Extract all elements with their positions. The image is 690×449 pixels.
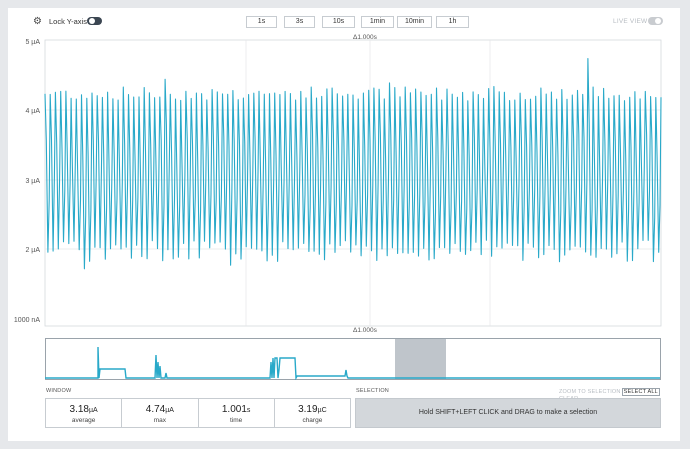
charge-unit: µC bbox=[317, 407, 327, 414]
toggle-knob bbox=[655, 18, 661, 24]
minimap-window-highlight[interactable] bbox=[395, 339, 446, 379]
y-tick-label: 4 µA bbox=[25, 108, 40, 115]
stat-average: 3.18µA average bbox=[46, 399, 123, 427]
overview-minimap[interactable] bbox=[45, 338, 661, 380]
y-tick-label: 5 µA bbox=[25, 39, 40, 46]
stat-max: 4.74µA max bbox=[122, 399, 199, 427]
window-3s-button[interactable]: 3s bbox=[284, 16, 315, 28]
window-10s-button[interactable]: 10s bbox=[322, 16, 355, 28]
charge-label: charge bbox=[302, 417, 323, 424]
y-tick-label: 3 µA bbox=[25, 178, 40, 185]
max-unit: µA bbox=[165, 407, 174, 414]
stat-charge: 3.19µC charge bbox=[275, 399, 350, 427]
gear-icon[interactable]: ⚙ bbox=[33, 16, 42, 27]
toggle-knob bbox=[89, 18, 95, 24]
span-label-bottom: Δ1.000s bbox=[353, 327, 378, 334]
max-value: 4.74 bbox=[145, 404, 166, 415]
time-unit: s bbox=[246, 407, 251, 414]
lock-y-axis-label: Lock Y-axis bbox=[49, 17, 87, 26]
window-stats: 3.18µA average 4.74µA max 1.001s time 3.… bbox=[45, 398, 351, 428]
time-value: 1.001 bbox=[221, 404, 247, 415]
average-label: average bbox=[71, 417, 96, 424]
average-value: 3.18 bbox=[69, 404, 89, 415]
selection-hint-box[interactable]: Hold SHIFT+LEFT CLICK and DRAG to make a… bbox=[355, 398, 661, 428]
charge-value: 3.19 bbox=[298, 404, 318, 415]
current-trace-line bbox=[44, 58, 662, 270]
window-section-label: WINDOW bbox=[46, 388, 72, 394]
minimap-trace bbox=[45, 346, 660, 380]
window-1s-button[interactable]: 1s bbox=[246, 16, 277, 28]
y-tick-label: 1000 nA bbox=[14, 317, 40, 324]
live-view-label: LIVE VIEW bbox=[613, 18, 648, 25]
minimap-frame bbox=[45, 338, 661, 380]
window-10min-button[interactable]: 10min bbox=[397, 16, 432, 28]
span-label-top: Δ1.000s bbox=[353, 34, 378, 41]
lock-y-axis-toggle[interactable] bbox=[87, 17, 102, 25]
average-unit: µA bbox=[89, 407, 98, 414]
toolbar: ⚙ Lock Y-axis 1s 3s 10s 1min 10min 1h LI… bbox=[8, 8, 680, 36]
window-1h-button[interactable]: 1h bbox=[436, 16, 469, 28]
app-panel: ⚙ Lock Y-axis 1s 3s 10s 1min 10min 1h LI… bbox=[8, 8, 680, 441]
time-label: time bbox=[229, 417, 243, 424]
live-view-toggle[interactable] bbox=[648, 17, 663, 25]
max-label: max bbox=[153, 417, 167, 424]
stat-time: 1.001s time bbox=[199, 399, 275, 427]
selection-section-label: SELECTION bbox=[356, 388, 389, 394]
zoom-to-selection-button[interactable]: ZOOM TO SELECTION bbox=[559, 389, 621, 395]
current-chart[interactable]: Δ1.000s Δ1.000s 5 µA 4 µA 3 µA 2 µA 1000… bbox=[8, 34, 680, 334]
select-all-button[interactable]: SELECT ALL bbox=[621, 388, 660, 396]
window-1min-button[interactable]: 1min bbox=[361, 16, 394, 28]
y-tick-label: 2 µA bbox=[25, 247, 40, 254]
